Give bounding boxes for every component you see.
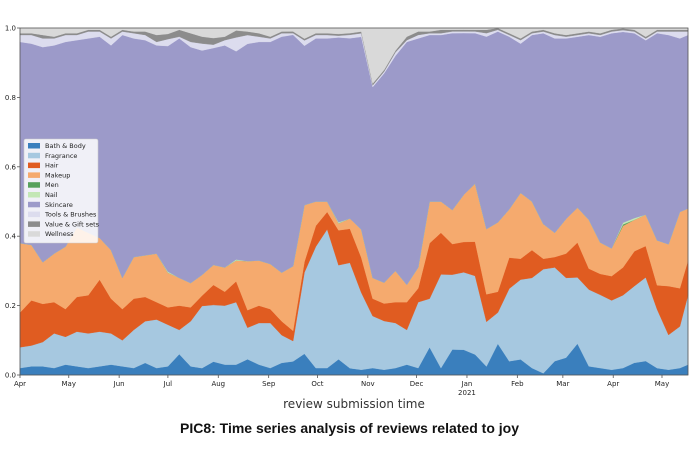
x-tick-label: May [655, 380, 669, 388]
x-tick-label: Mar [556, 380, 569, 388]
x-tick-label: Apr [14, 380, 26, 388]
legend-swatch [28, 221, 40, 227]
legend-swatch [28, 192, 40, 198]
legend-swatch [28, 143, 40, 149]
legend-entry: Skincare [45, 201, 73, 209]
y-tick-label: 0.2 [5, 302, 16, 310]
x-tick-label: Aug [211, 380, 225, 388]
x-tick-year-label: 2021 [458, 389, 476, 397]
legend-entry: Fragrance [45, 152, 77, 160]
legend-entry: Tools & Brushes [44, 211, 97, 219]
legend-swatch [28, 152, 40, 159]
axes-frame [19, 27, 689, 376]
y-axis: 0.0 0.2 0.4 0.6 0.8 1.0 [5, 25, 20, 380]
legend-swatch [28, 201, 40, 208]
legend-entry: Makeup [45, 171, 70, 179]
x-axis-label: review submission time [283, 397, 425, 410]
legend-entry: Nail [45, 191, 58, 199]
legend-entry: Wellness [45, 230, 74, 238]
legend-entry: Men [45, 181, 59, 189]
x-tick-label: Nov [361, 380, 375, 388]
legend-swatch [28, 172, 40, 178]
x-tick-label: Apr [607, 380, 619, 388]
y-tick-label: 0.6 [5, 163, 17, 171]
x-tick-label: Oct [311, 380, 323, 388]
x-tick-label: Jun [113, 380, 125, 388]
y-tick-label: 1.0 [5, 25, 16, 33]
legend-swatch [28, 162, 40, 169]
legend-swatch [28, 182, 40, 188]
legend-swatch [28, 211, 40, 218]
x-tick-label: May [62, 380, 76, 388]
legend-entry: Bath & Body [45, 142, 86, 150]
x-tick-label: Jul [163, 380, 173, 388]
x-tick-label: Dec [410, 380, 424, 388]
y-tick-label: 0.8 [5, 94, 16, 102]
y-tick-label: 0.0 [5, 372, 16, 380]
area-series-group [19, 27, 689, 376]
figure-caption: PIC8: Time series analysis of reviews re… [179, 420, 519, 436]
y-tick-label: 0.4 [5, 233, 17, 241]
legend-entry: Hair [45, 162, 59, 170]
legend-swatch [28, 231, 40, 237]
x-tick-label: Jan [461, 380, 473, 388]
legend-box [23, 138, 99, 244]
x-tick-label: Sep [262, 380, 276, 388]
x-tick-label: Feb [511, 380, 524, 388]
stacked-area-chart: 0.0 0.2 0.4 0.6 0.8 1.0 Apr May Jun Jul Aug Sep Oct… [5, 25, 689, 410]
legend-entry: Value & Gift sets [45, 220, 100, 228]
